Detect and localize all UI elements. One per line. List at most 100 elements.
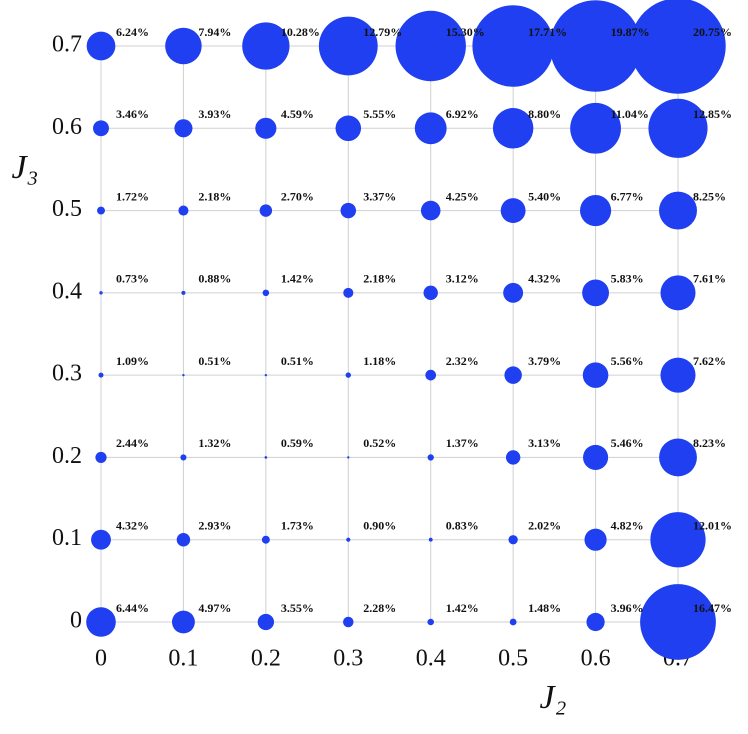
x-tick-label: 0.1	[168, 646, 198, 672]
bubble	[318, 16, 378, 76]
bubble	[343, 287, 354, 298]
data-label: 2.28%	[363, 601, 396, 615]
data-label: 5.40%	[528, 189, 561, 203]
y-tick-label: 0.1	[52, 525, 82, 551]
data-label: 6.24%	[116, 25, 149, 39]
data-label: 5.83%	[611, 272, 644, 286]
bubble	[650, 512, 706, 568]
bubble	[425, 369, 437, 381]
y-tick-label: 0.7	[52, 32, 82, 58]
data-label: 1.42%	[446, 601, 479, 615]
bubble	[580, 195, 612, 227]
bubble	[427, 618, 434, 626]
data-label: 6.77%	[611, 189, 644, 203]
bubble	[420, 200, 441, 221]
bubble	[242, 22, 290, 70]
bubble	[584, 528, 607, 551]
data-label: 4.97%	[198, 601, 231, 615]
data-label: 2.32%	[446, 354, 479, 368]
bubble	[472, 5, 554, 87]
data-label: 6.92%	[446, 107, 479, 121]
bubble	[171, 610, 195, 634]
data-label: 19.87%	[611, 25, 650, 39]
x-axis-label: J₂	[540, 679, 567, 716]
bubble	[86, 31, 116, 61]
data-label: 4.82%	[611, 518, 644, 532]
x-tick-label: 0.4	[416, 646, 446, 672]
data-label: 5.55%	[363, 107, 396, 121]
bubble	[500, 198, 526, 223]
data-label: 2.70%	[281, 189, 314, 203]
y-tick-label: 0.5	[52, 196, 82, 222]
bubble	[347, 456, 350, 459]
data-label: 17.71%	[528, 25, 567, 39]
data-label: 1.48%	[528, 601, 561, 615]
data-label: 4.32%	[116, 518, 149, 532]
data-label: 15.30%	[446, 25, 485, 39]
bubble	[630, 0, 726, 94]
bubble	[99, 291, 103, 295]
bubble	[346, 537, 351, 542]
y-tick-label: 0	[70, 608, 82, 634]
bubble	[182, 373, 185, 377]
bubble	[428, 537, 433, 542]
bubble	[335, 115, 362, 142]
bubble	[492, 108, 534, 149]
data-label: 6.44%	[116, 601, 149, 615]
data-label: 2.93%	[198, 518, 231, 532]
data-label: 3.93%	[198, 107, 231, 121]
data-label: 0.59%	[281, 436, 314, 450]
bubble	[97, 206, 105, 215]
data-label: 20.75%	[693, 25, 732, 39]
data-label: 1.72%	[116, 189, 149, 203]
data-label: 7.94%	[198, 25, 231, 39]
data-label: 0.51%	[281, 354, 314, 368]
data-label: 7.62%	[693, 354, 726, 368]
bubble	[261, 535, 270, 544]
bubble	[508, 535, 518, 545]
bubble	[427, 454, 434, 461]
bubble	[255, 117, 277, 139]
y-tick-label: 0.2	[52, 443, 82, 469]
bubble	[178, 205, 189, 216]
bubble	[504, 366, 522, 384]
bubble	[660, 275, 696, 311]
bubble	[570, 102, 621, 154]
data-label: 0.52%	[363, 436, 396, 450]
x-tick-label: 0.3	[333, 646, 363, 672]
bubble	[174, 119, 193, 138]
bubble	[414, 112, 447, 145]
data-label: 5.56%	[611, 354, 644, 368]
data-label: 3.46%	[116, 107, 149, 121]
data-label: 12.79%	[363, 25, 402, 39]
data-label: 0.83%	[446, 518, 479, 532]
data-label: 5.46%	[611, 436, 644, 450]
data-label: 1.09%	[116, 354, 149, 368]
bubble	[98, 372, 104, 378]
bubble	[503, 282, 524, 303]
bubble	[648, 98, 708, 158]
data-label: 8.80%	[528, 107, 561, 121]
bubble	[180, 454, 187, 461]
data-label: 12.01%	[693, 518, 732, 532]
data-label: 3.12%	[446, 272, 479, 286]
bubble	[505, 450, 521, 465]
bubble	[423, 285, 438, 301]
bubble	[343, 616, 354, 628]
bubble	[582, 279, 609, 307]
bubble	[181, 290, 186, 295]
bubble	[659, 438, 697, 477]
bubble	[264, 373, 268, 377]
bubble	[165, 27, 202, 65]
bubble	[257, 613, 275, 631]
data-label: 2.18%	[198, 189, 231, 203]
bubble	[549, 0, 642, 92]
y-axis-label: J₃	[12, 149, 39, 186]
bubble	[95, 451, 107, 464]
x-tick-label: 0	[95, 646, 107, 672]
bubble	[93, 120, 109, 137]
data-label: 1.42%	[281, 272, 314, 286]
y-tick-label: 0.4	[52, 278, 82, 304]
